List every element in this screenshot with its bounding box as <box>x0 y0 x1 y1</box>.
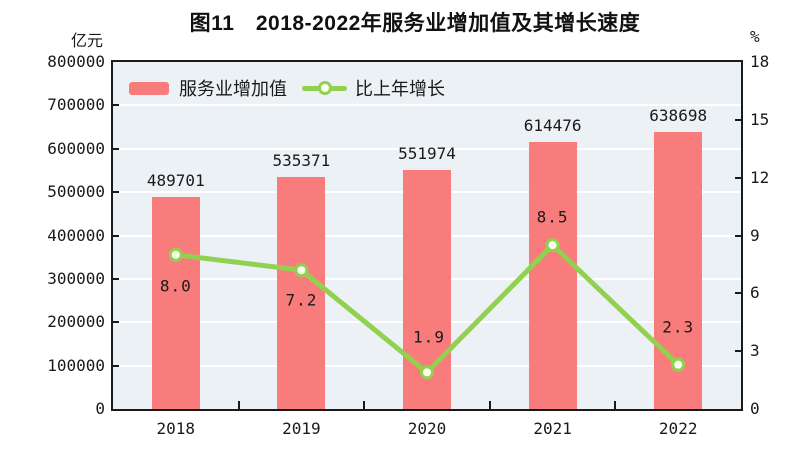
legend-line-label: 比上年增长 <box>355 79 445 99</box>
left-axis-tick <box>113 277 119 280</box>
bar-value-label: 551974 <box>398 143 456 163</box>
y-axis-tick-label-right: 9 <box>750 225 760 245</box>
x-axis-tick-label: 2019 <box>282 419 321 438</box>
x-axis-tick <box>614 401 617 409</box>
y-axis-tick-label-right: 12 <box>750 167 770 187</box>
plot-area: 489701 535371 551974 614476 638698 8.0 7.2 1.9… <box>111 60 743 411</box>
right-axis-tick <box>735 292 741 295</box>
x-axis-tick <box>363 401 366 409</box>
y-axis-tick-label-right: 0 <box>750 399 760 418</box>
x-axis-tick-labels: 2018 2019 2020 2021 2022 <box>113 419 741 443</box>
line-value-label: 8.5 <box>536 207 569 227</box>
y-axis-tick-label-left: 200000 <box>47 312 105 332</box>
left-axis-unit-label: 亿元 <box>70 33 103 50</box>
y-axis-tick-label-right: 18 <box>750 52 770 71</box>
left-axis-tick-labels: 0 100000 200000 300000 400000 500000 600000 700… <box>0 0 105 461</box>
legend-bar-swatch <box>129 81 169 95</box>
x-axis-tick-label: 2018 <box>156 419 196 438</box>
bar-value-label: 489701 <box>146 170 205 190</box>
y-axis-tick-label-right: 15 <box>750 109 770 129</box>
bar-value-label: 535371 <box>272 150 331 170</box>
line-value-label: 1.9 <box>413 327 445 347</box>
bar-2019 <box>277 176 326 409</box>
x-axis-tick-label: 2022 <box>658 419 698 438</box>
y-axis-tick-label-left: 700000 <box>47 95 105 115</box>
left-axis-tick <box>113 147 119 150</box>
x-axis-tick <box>237 401 240 409</box>
line-marker-icon <box>420 365 434 380</box>
line-marker-icon <box>294 263 309 278</box>
y-axis-tick-label-left: 100000 <box>47 355 105 375</box>
left-axis-tick <box>113 364 119 367</box>
bar-value-label: 614476 <box>523 116 582 136</box>
x-axis-tick-label: 2021 <box>533 419 572 438</box>
y-axis-tick-label-left: 300000 <box>47 268 105 288</box>
left-axis-tick <box>113 321 119 324</box>
y-axis-tick-label-right: 6 <box>750 283 760 303</box>
left-axis-tick <box>113 191 119 194</box>
y-axis-tick-label-left: 500000 <box>47 182 105 202</box>
right-axis-tick <box>735 234 741 237</box>
line-value-label: 2.3 <box>662 317 695 337</box>
bar-2021 <box>528 142 577 409</box>
x-axis-tick-label: 2020 <box>407 419 447 438</box>
line-marker-icon <box>671 357 686 372</box>
y-axis-tick-label-left: 0 <box>95 399 105 418</box>
right-axis-unit-label: % <box>750 27 760 46</box>
right-axis-tick-labels: 0 3 6 9 12 15 18 <box>750 0 800 461</box>
left-axis-tick <box>113 234 119 237</box>
chart-title: 图11 2018-2022年服务业增加值及其增长速度 <box>189 12 641 35</box>
gridline <box>113 104 741 107</box>
line-value-label: 8.0 <box>159 276 192 296</box>
x-axis-tick <box>488 401 491 409</box>
line-marker-icon <box>168 247 183 262</box>
y-axis-tick-label-left: 400000 <box>47 225 105 245</box>
legend-bar-label: 服务业增加值 <box>179 79 287 99</box>
legend-line-swatch <box>302 81 347 96</box>
legend: 服务业增加值 比上年增长 <box>129 76 445 100</box>
right-axis-tick <box>735 350 741 353</box>
legend-line-marker-icon <box>317 81 332 95</box>
right-axis-tick <box>735 176 741 179</box>
left-axis-tick <box>113 104 119 107</box>
line-series-layer <box>168 238 686 380</box>
gridline <box>113 147 741 150</box>
line-value-label: 7.2 <box>285 290 318 310</box>
right-axis-tick <box>735 118 741 121</box>
bar-2018 <box>151 196 200 409</box>
y-axis-tick-label-left: 800000 <box>47 52 105 71</box>
y-axis-tick-label-right: 3 <box>750 341 760 361</box>
y-axis-tick-label-left: 600000 <box>47 138 105 158</box>
bar-value-label: 638698 <box>649 105 708 125</box>
growth-line <box>173 242 681 375</box>
line-marker-icon <box>545 238 560 253</box>
